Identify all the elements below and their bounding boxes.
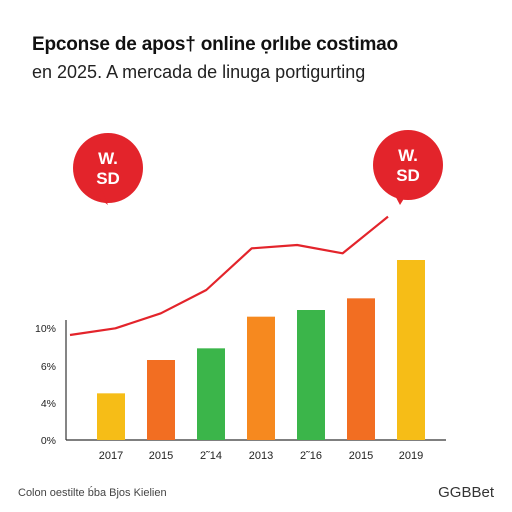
bar <box>147 360 175 440</box>
callout-tail <box>96 190 108 205</box>
bar <box>347 298 375 440</box>
callout-bubble <box>73 133 143 203</box>
x-tick-label: 2017 <box>99 450 123 462</box>
callout-bubble <box>373 130 443 200</box>
brand-logo-text: GGBBet <box>438 484 494 501</box>
bar <box>197 348 225 440</box>
y-tick-label: 0% <box>41 435 56 447</box>
x-tick-label: 2019 <box>399 450 423 462</box>
trend-line <box>69 215 389 337</box>
bar <box>247 316 275 440</box>
callout-label-line1: W. <box>398 146 418 165</box>
chart-title: Epconse de apos† online ọrlıbe costimao <box>32 34 398 55</box>
bar <box>397 260 425 440</box>
y-tick-label: 4% <box>41 398 56 410</box>
y-tick-label: 6% <box>41 361 56 373</box>
bar <box>297 310 325 440</box>
callout-tail <box>392 190 408 205</box>
x-tick-label: 2˜14 <box>200 450 222 462</box>
source-note: Colon oestilte b́ba Bjos Kielien <box>18 487 167 499</box>
x-tick-label: 2015 <box>149 450 173 462</box>
x-tick-label: 2015 <box>349 450 373 462</box>
callout-label-line2: SD <box>396 166 420 185</box>
x-tick-label: 2˜16 <box>300 450 322 462</box>
x-tick-label: 2013 <box>249 450 273 462</box>
bar <box>97 393 125 440</box>
callout-label-line1: W. <box>98 149 118 168</box>
chart-subtitle: en 2025. A mercada de linuga portigurtin… <box>32 62 366 82</box>
callout-label-line2: SD <box>96 169 120 188</box>
y-tick-label: 10% <box>35 323 56 335</box>
